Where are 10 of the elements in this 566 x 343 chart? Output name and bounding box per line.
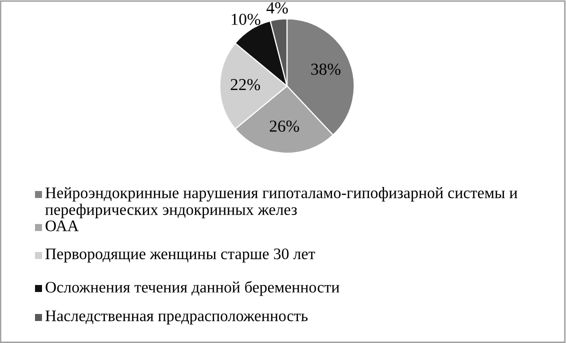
data-label: 10% xyxy=(232,14,260,25)
data-label: 22% xyxy=(230,78,260,90)
legend-label: Осложнения течения данной беременности xyxy=(46,281,340,296)
data-label: 38% xyxy=(311,64,340,75)
data-label: 4% xyxy=(266,2,288,14)
data-label: 26% xyxy=(270,120,300,132)
legend-label: Нейроэндокринные нарушения гипоталамо-гипофизарной системы и перефирических эндокринных желез xyxy=(45,187,518,218)
legend-label: Первородящие женщины старше 30 лет xyxy=(45,248,316,262)
legend-label: ОАА xyxy=(46,220,79,232)
legend-label: Наследственная предрасположенность xyxy=(45,310,308,324)
